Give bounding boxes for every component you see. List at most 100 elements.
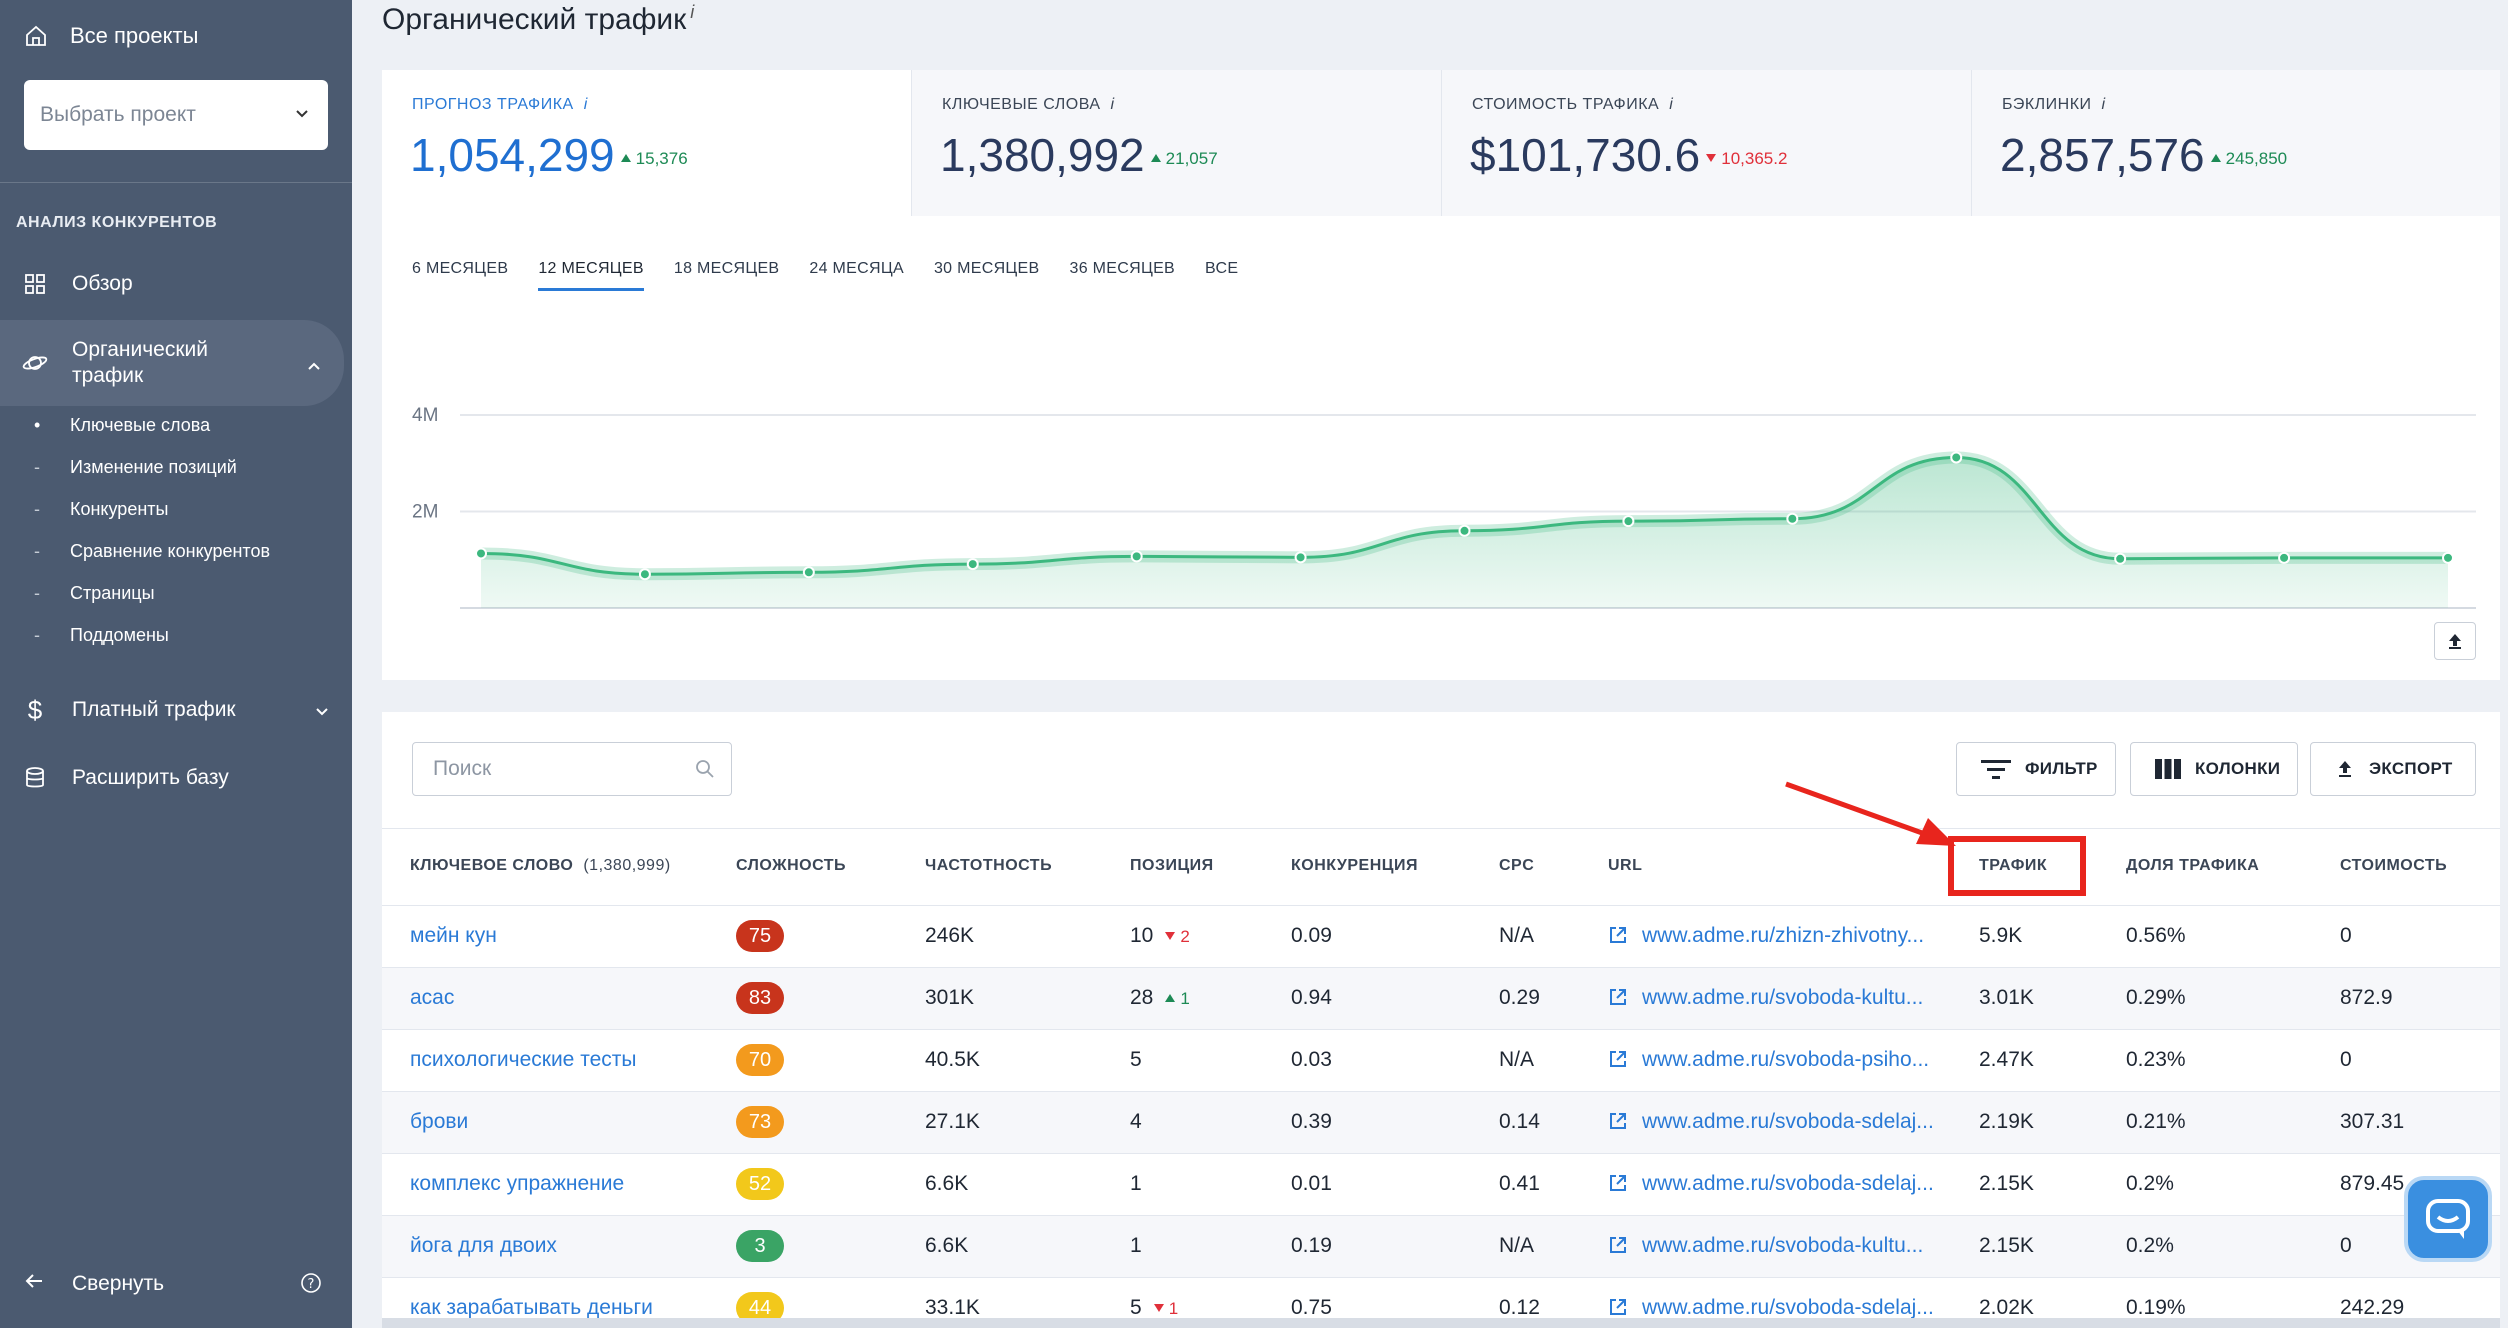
dash-icon: - xyxy=(34,582,40,603)
chart-export-button[interactable] xyxy=(2434,622,2476,660)
sidebar-subitem-keywords[interactable]: • Ключевые слова xyxy=(0,412,352,438)
cpc-value: 0.14 xyxy=(1499,1110,1540,1133)
info-icon[interactable]: i xyxy=(583,96,588,113)
header-traffic-share[interactable]: ДОЛЯ ТРАФИКА xyxy=(2126,857,2260,874)
cost-value: 0 xyxy=(2340,924,2352,947)
all-projects-link[interactable]: Все проекты xyxy=(0,0,352,72)
header-cpc[interactable]: CPC xyxy=(1499,857,1535,874)
traffic-chart: Апр 2020Май 2020Июн 2020Июл 2020Авг 2020… xyxy=(412,405,2476,609)
header-keyword[interactable]: КЛЮЧЕВОЕ СЛОВО (1,380,999) xyxy=(410,857,671,875)
url-link[interactable]: www.adme.ru/zhizn-zhivotny... xyxy=(1608,924,1924,948)
data-point[interactable] xyxy=(2114,552,2127,565)
project-select[interactable]: Выбрать проект xyxy=(24,80,328,150)
sidebar-subitem-positions[interactable]: - Изменение позиций xyxy=(0,454,352,480)
traffic-value: 2.15K xyxy=(1979,1172,2034,1195)
data-point[interactable] xyxy=(2278,551,2291,564)
collapse-label: Свернуть xyxy=(72,1272,165,1295)
url-link[interactable]: www.adme.ru/svoboda-sdelaj... xyxy=(1608,1296,1934,1320)
sidebar-subitem-subdomains[interactable]: - Поддомены xyxy=(0,622,352,648)
stat-delta-text: 15,376 xyxy=(635,148,688,168)
external-link-icon xyxy=(1610,927,1626,943)
sidebar-item-expand-db[interactable]: Расширить базу xyxy=(0,756,352,800)
sidebar-subitem-compare[interactable]: - Сравнение конкурентов xyxy=(0,538,352,564)
data-point[interactable] xyxy=(475,547,487,560)
competition-value: 0.94 xyxy=(1291,986,1332,1009)
collapse-sidebar-button[interactable]: Свернуть ? xyxy=(0,1262,352,1306)
horizontal-scrollbar[interactable] xyxy=(382,1318,2500,1328)
info-icon[interactable]: i xyxy=(1110,96,1115,113)
difficulty-badge: 73 xyxy=(736,1106,784,1138)
keyword-link[interactable]: йога для двоих xyxy=(410,1234,557,1257)
keyword-link[interactable]: психологические тесты xyxy=(410,1048,637,1071)
data-point[interactable] xyxy=(2442,551,2454,564)
header-traffic[interactable]: ТРАФИК xyxy=(1979,857,2048,874)
stat-traffic-cost: СТОИМОСТЬ ТРАФИКА i $101,730.6 10,365.2 xyxy=(1442,70,1972,216)
keyword-link[interactable]: мейн кун xyxy=(410,924,497,947)
position-cell: 28 1 xyxy=(1130,986,1190,1010)
tab-18-months[interactable]: 18 МЕСЯЦЕВ xyxy=(673,260,780,277)
keyword-link[interactable]: брови xyxy=(410,1110,469,1133)
url-text: www.adme.ru/svoboda-kultu... xyxy=(1642,1234,1924,1257)
competition-value: 0.19 xyxy=(1291,1234,1332,1257)
help-icon[interactable]: ? xyxy=(300,1272,322,1300)
stat-value: 1,054,299 15,376 xyxy=(410,128,688,182)
chat-icon xyxy=(2426,1199,2470,1239)
filter-button[interactable]: ФИЛЬТР xyxy=(1956,742,2116,796)
tab-24-months[interactable]: 24 МЕСЯЦА xyxy=(809,260,904,277)
header-difficulty[interactable]: СЛОЖНОСТЬ xyxy=(736,857,847,874)
difficulty-badge: 75 xyxy=(736,920,784,952)
table-row: брови 73 27.1K 4 0.39 0.14 www.adme.ru/svoboda… xyxy=(382,1092,2500,1154)
search-input[interactable]: Поиск xyxy=(412,742,732,796)
keyword-count: (1,380,999) xyxy=(583,857,671,874)
cost-value: 307.31 xyxy=(2340,1110,2405,1133)
data-point[interactable] xyxy=(1786,512,1799,525)
sidebar-item-organic[interactable]: Органический трафик xyxy=(0,320,344,406)
sidebar-item-overview[interactable]: Обзор xyxy=(0,262,352,306)
external-link-icon xyxy=(1610,1113,1626,1129)
traffic-share-value: 0.23% xyxy=(2126,1048,2186,1071)
data-point[interactable] xyxy=(638,568,651,581)
info-icon[interactable]: i xyxy=(1669,96,1674,113)
external-link-icon xyxy=(1610,1175,1626,1191)
url-link[interactable]: www.adme.ru/svoboda-kultu... xyxy=(1608,1234,1923,1258)
header-url[interactable]: URL xyxy=(1608,857,1643,874)
data-point[interactable] xyxy=(966,558,979,571)
url-link[interactable]: www.adme.ru/svoboda-psiho... xyxy=(1608,1048,1929,1072)
header-position[interactable]: ПОЗИЦИЯ xyxy=(1130,857,1214,874)
chat-button[interactable] xyxy=(2404,1176,2492,1262)
keyword-link[interactable]: комплекс упражнение xyxy=(410,1172,625,1195)
data-point[interactable] xyxy=(1294,551,1307,564)
export-button[interactable]: ЭКСПОРТ xyxy=(2310,742,2476,796)
tab-12-months[interactable]: 12 МЕСЯЦЕВ xyxy=(538,260,644,291)
header-frequency[interactable]: ЧАСТОТНОСТЬ xyxy=(925,857,1053,874)
svg-text:?: ? xyxy=(308,1277,315,1292)
tab-6-months[interactable]: 6 МЕСЯЦЕВ xyxy=(412,260,509,277)
sidebar-subitem-pages[interactable]: - Страницы xyxy=(0,580,352,606)
url-link[interactable]: www.adme.ru/svoboda-kultu... xyxy=(1608,986,1923,1010)
keyword-link[interactable]: как зарабатывать деньги xyxy=(410,1296,653,1319)
info-icon[interactable]: i xyxy=(2101,96,2106,113)
stat-label: ПРОГНОЗ ТРАФИКА i xyxy=(412,96,588,114)
tab-all[interactable]: ВСЕ xyxy=(1205,260,1239,277)
info-icon[interactable]: i xyxy=(690,2,695,22)
difficulty-badge: 52 xyxy=(736,1168,784,1200)
data-point[interactable] xyxy=(1622,515,1635,528)
header-cost[interactable]: СТОИМОСТЬ xyxy=(2340,857,2448,874)
data-point[interactable] xyxy=(1950,451,1963,464)
tab-30-months[interactable]: 30 МЕСЯЦЕВ xyxy=(933,260,1040,277)
url-text: www.adme.ru/svoboda-sdelaj... xyxy=(1642,1296,1934,1319)
tab-36-months[interactable]: 36 МЕСЯЦЕВ xyxy=(1069,260,1176,277)
data-point[interactable] xyxy=(802,566,815,579)
sidebar-subitem-competitors[interactable]: - Конкуренты xyxy=(0,496,352,522)
url-link[interactable]: www.adme.ru/svoboda-sdelaj... xyxy=(1608,1110,1934,1134)
header-competition[interactable]: КОНКУРЕНЦИЯ xyxy=(1291,857,1418,874)
columns-button[interactable]: КОЛОНКИ xyxy=(2130,742,2298,796)
position-delta: 2 xyxy=(1165,927,1190,946)
sidebar-item-paid[interactable]: $ Платный трафик xyxy=(0,688,352,732)
data-point[interactable] xyxy=(1458,524,1471,537)
url-link[interactable]: www.adme.ru/svoboda-sdelaj... xyxy=(1608,1172,1934,1196)
position-delta: 1 xyxy=(1165,989,1190,1008)
keyword-link[interactable]: асас xyxy=(410,986,455,1009)
data-point[interactable] xyxy=(1130,550,1143,563)
stat-value-text: 1,380,992 xyxy=(940,129,1145,181)
